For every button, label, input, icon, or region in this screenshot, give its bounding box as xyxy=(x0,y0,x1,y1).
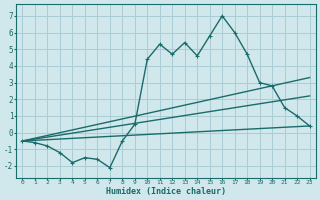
X-axis label: Humidex (Indice chaleur): Humidex (Indice chaleur) xyxy=(106,187,226,196)
